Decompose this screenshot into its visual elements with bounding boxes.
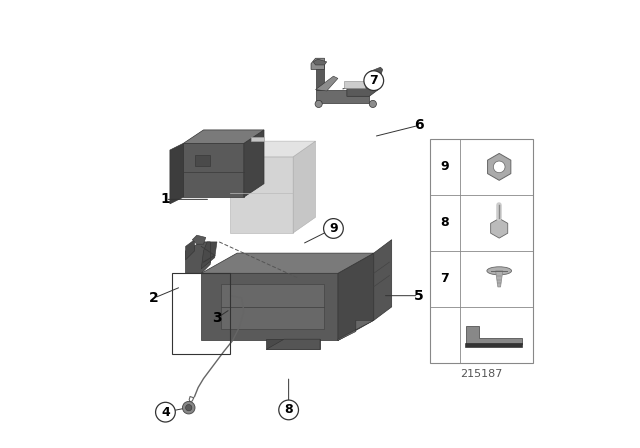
Circle shape bbox=[186, 405, 192, 411]
Text: 2: 2 bbox=[149, 291, 159, 305]
Text: 8: 8 bbox=[441, 216, 449, 229]
Polygon shape bbox=[183, 130, 264, 143]
Text: 9: 9 bbox=[329, 222, 338, 235]
Polygon shape bbox=[201, 242, 217, 269]
Polygon shape bbox=[244, 130, 264, 197]
Circle shape bbox=[364, 71, 383, 90]
Circle shape bbox=[182, 401, 195, 414]
Polygon shape bbox=[293, 141, 316, 233]
Text: 3: 3 bbox=[212, 311, 222, 325]
Polygon shape bbox=[347, 72, 378, 96]
Polygon shape bbox=[338, 253, 374, 340]
Polygon shape bbox=[170, 143, 183, 204]
Text: 8: 8 bbox=[284, 403, 293, 417]
Circle shape bbox=[324, 219, 343, 238]
Ellipse shape bbox=[487, 267, 511, 275]
Polygon shape bbox=[192, 235, 205, 244]
Circle shape bbox=[279, 400, 298, 420]
Polygon shape bbox=[266, 339, 320, 349]
Polygon shape bbox=[316, 90, 369, 103]
Polygon shape bbox=[192, 246, 208, 273]
Text: 6: 6 bbox=[413, 118, 424, 133]
Polygon shape bbox=[314, 59, 326, 65]
Polygon shape bbox=[230, 141, 316, 157]
Polygon shape bbox=[186, 242, 210, 273]
Polygon shape bbox=[250, 137, 264, 141]
Text: 9: 9 bbox=[441, 160, 449, 173]
Polygon shape bbox=[338, 320, 374, 340]
Polygon shape bbox=[195, 155, 210, 166]
Text: 5: 5 bbox=[413, 289, 424, 303]
Text: 7: 7 bbox=[369, 74, 378, 87]
Polygon shape bbox=[430, 139, 532, 363]
Polygon shape bbox=[316, 65, 324, 90]
Polygon shape bbox=[266, 339, 320, 349]
Text: 4: 4 bbox=[161, 405, 170, 419]
Polygon shape bbox=[183, 143, 244, 197]
Polygon shape bbox=[230, 157, 293, 233]
Polygon shape bbox=[201, 273, 338, 340]
Circle shape bbox=[156, 402, 175, 422]
Polygon shape bbox=[465, 326, 522, 344]
Circle shape bbox=[315, 100, 322, 108]
Polygon shape bbox=[311, 58, 324, 69]
Circle shape bbox=[369, 100, 376, 108]
Polygon shape bbox=[495, 271, 503, 287]
Text: 1: 1 bbox=[161, 192, 170, 207]
Polygon shape bbox=[201, 253, 374, 273]
Text: 215187: 215187 bbox=[460, 369, 502, 379]
Polygon shape bbox=[374, 240, 392, 320]
Polygon shape bbox=[221, 284, 324, 329]
Polygon shape bbox=[186, 240, 195, 260]
Circle shape bbox=[493, 161, 505, 173]
Polygon shape bbox=[316, 76, 338, 91]
Polygon shape bbox=[465, 343, 522, 348]
Polygon shape bbox=[344, 81, 365, 88]
Polygon shape bbox=[369, 67, 383, 81]
Text: 7: 7 bbox=[440, 272, 449, 285]
